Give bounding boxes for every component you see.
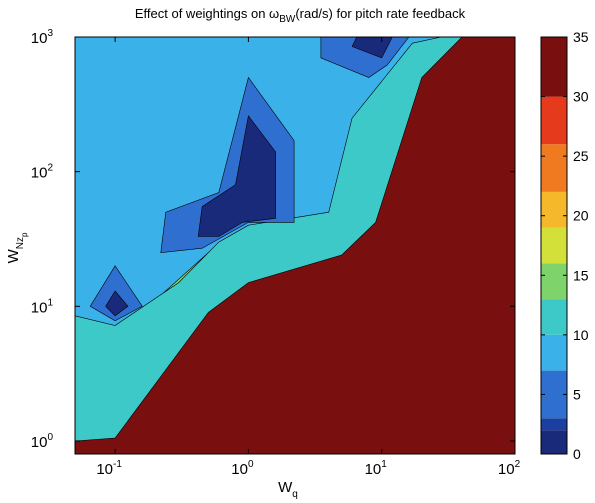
colorbar-band bbox=[541, 334, 567, 371]
y-tick-label: 100 bbox=[31, 432, 54, 451]
colorbar-tick-label: 10 bbox=[573, 327, 589, 343]
colorbar-tick-label: 0 bbox=[573, 446, 581, 462]
plot-area: 10-1 100 101 102 100 101 102 103 bbox=[31, 28, 521, 478]
colorbar-band bbox=[541, 144, 567, 192]
colorbar-tick-label: 20 bbox=[573, 208, 589, 224]
navy-island-top bbox=[351, 37, 393, 59]
colorbar-band bbox=[541, 37, 567, 97]
colorbar-tick-label: 5 bbox=[573, 386, 581, 402]
colorbar-tick-label: 25 bbox=[573, 148, 589, 164]
dark-red-region bbox=[75, 37, 515, 454]
colorbar-band bbox=[541, 227, 567, 264]
y-tick-label: 101 bbox=[31, 297, 54, 316]
x-tick-label: 102 bbox=[498, 459, 521, 478]
y-tick-label: 102 bbox=[31, 163, 54, 182]
colorbar-band bbox=[541, 430, 567, 454]
colorbar-band bbox=[541, 263, 567, 300]
colorbar-tick-label: 35 bbox=[573, 29, 589, 45]
colorbar-tick-label: 15 bbox=[573, 267, 589, 283]
colorbar-tick-label: 30 bbox=[573, 89, 589, 105]
colorbar-band bbox=[541, 299, 567, 335]
x-tick-label: 10-1 bbox=[96, 459, 122, 478]
navy-island-left bbox=[105, 290, 129, 317]
x-tick-label: 101 bbox=[365, 459, 388, 478]
y-axis-label: WNzp bbox=[5, 232, 29, 263]
colorbar: 0 5 10 15 20 25 30 35 bbox=[540, 29, 589, 462]
colorbar-band bbox=[541, 370, 567, 419]
colorbar-frame bbox=[540, 36, 568, 455]
chart-title: Effect of weightings on ωBW(rad/s) for p… bbox=[135, 6, 466, 25]
colorbar-band bbox=[541, 96, 567, 145]
colorbar-band bbox=[541, 418, 567, 431]
x-tick-label: 100 bbox=[231, 459, 254, 478]
plot-frame bbox=[74, 36, 516, 455]
navy-island-center bbox=[197, 115, 276, 237]
x-axis-label: Wq bbox=[278, 479, 298, 500]
colorbar-band bbox=[541, 191, 567, 228]
y-tick-label: 103 bbox=[31, 28, 54, 47]
